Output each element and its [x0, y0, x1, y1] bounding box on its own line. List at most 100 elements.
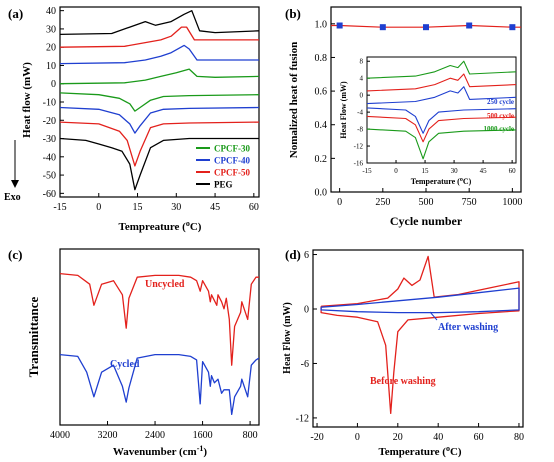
- panel-a-xtick-label: 0: [96, 202, 101, 213]
- panel-a-ytick-label: 30: [46, 24, 56, 35]
- panel-a-series-line: [60, 10, 259, 36]
- panel-d-xlabel-main: Temperature (: [378, 446, 446, 458]
- panel-c-ylabel: Transmittance: [26, 296, 41, 377]
- inset-series-line: [367, 115, 516, 143]
- panel-b-xtick-label: 750: [462, 197, 477, 208]
- panel-d-xtick-label: 20: [393, 432, 403, 443]
- panel-d-series-line: [320, 255, 520, 415]
- inset-series-line: [367, 60, 516, 79]
- panel-c-xtick-label: 4000: [50, 430, 70, 441]
- panel-b-axes: 0 250 500 750 1000 1.0 0.8 0.6 0.4 0.2 0.0: [315, 19, 523, 208]
- panel-a-xtick-label: 30: [171, 202, 181, 213]
- inset-axes: -15 0 15 30 45 60 8 4 0 -4 -8 -12 -16: [354, 58, 516, 175]
- legend-label: CPCF-40: [214, 156, 250, 166]
- panel-c-axes: 4000 3200 2400 1600 800: [50, 421, 258, 441]
- panel-b-ytick-label: 0.4: [315, 120, 328, 131]
- panel-c-series-line: [60, 272, 259, 366]
- inset-curve-label: 1000 cycle: [483, 125, 514, 133]
- panel-a-series: [60, 10, 259, 191]
- panel-d-ytick-label: -6: [301, 359, 309, 370]
- panel-a-legend: CPCF-30 CPCF-40 CPCF-50 PEG: [196, 144, 250, 190]
- panel-a-ytick-label: -60: [43, 189, 56, 200]
- inset-curve-label: 250 cycle: [487, 98, 514, 106]
- inset-xtick-label: 30: [451, 167, 459, 175]
- inset-xlabel: Temperature (oC): [411, 177, 472, 186]
- degree-symbol: o: [446, 444, 450, 453]
- panel-b-xtick-label: 500: [419, 197, 434, 208]
- panel-d-series: [320, 255, 520, 415]
- panel-c-xtick-label: 3200: [98, 430, 118, 441]
- inset-ytick-label: -12: [354, 142, 364, 150]
- panel-a-series-line: [60, 44, 259, 65]
- panel-d-curve-label: Before washing: [370, 376, 436, 387]
- panel-b-label: (b): [285, 6, 301, 21]
- panel-a-ytick-label: -50: [43, 171, 56, 182]
- panel-a-series-line: [60, 106, 259, 134]
- panel-c-xlabel-end: ): [203, 446, 207, 458]
- inset-series-line: [367, 128, 516, 160]
- panel-a-series-line: [60, 137, 259, 191]
- legend-label: CPCF-50: [214, 168, 250, 178]
- panel-a-xtick-label: 45: [210, 202, 220, 213]
- panel-b-ytick-label: 0.6: [315, 87, 328, 98]
- inset-xtick-label: 45: [480, 167, 488, 175]
- panel-a-xlabel: Tempreature (oC): [119, 219, 202, 233]
- inset-xlabel-main: Temperature (: [411, 177, 460, 186]
- exo-arrow-head: [11, 180, 19, 188]
- panel-d-ytick-label: 0: [304, 305, 309, 316]
- panel-d-xtick-label: -20: [310, 432, 323, 443]
- panel-d-xlabel-unit: C): [450, 446, 462, 458]
- panel-c-label: (c): [8, 247, 22, 262]
- inset-xtick-label: 60: [509, 167, 517, 175]
- panel-a-xlabel-main: Tempreature (: [119, 221, 187, 233]
- panel-c-labels: Uncycled Cycled: [110, 279, 185, 370]
- panel-c-xlabel-main: Wavenumber (cm: [113, 446, 197, 458]
- panel-a-series-line: [60, 68, 259, 85]
- panel-b-marker: [423, 24, 429, 31]
- inset-plot-frame: [366, 56, 517, 164]
- panel-c-plot-frame: [59, 248, 260, 426]
- panel-a-series-line: [60, 92, 259, 112]
- panel-d-pointer: [429, 311, 438, 321]
- inset-xtick-label: 15: [422, 167, 430, 175]
- panel-b-xtick-label: 0: [337, 197, 342, 208]
- panel-a-ytick-label: -20: [43, 116, 56, 127]
- inset-ytick-label: -4: [357, 109, 363, 117]
- inset-curve-labels: 250 cycle 500 cycle 1000 cycle: [483, 98, 514, 133]
- panel-a-ytick-label: -30: [43, 134, 56, 145]
- degree-symbol: o: [460, 177, 463, 183]
- panel-d-ytick-label: 6: [304, 250, 309, 261]
- inset-series-line: [367, 86, 516, 105]
- panel-c-xlabel-sup: -1: [197, 444, 204, 453]
- inset-ylabel: Heat Flow (mW): [339, 81, 348, 139]
- panel-b-xtick-label: 250: [375, 197, 390, 208]
- inset-ytick-label: 4: [360, 75, 364, 83]
- panel-a-xtick-label: 60: [249, 202, 259, 213]
- panel-d-ylabel: Heat Flow (mW): [282, 302, 293, 374]
- inset-ytick-label: 0: [360, 92, 364, 100]
- panel-b-marker: [509, 24, 516, 31]
- panel-a-ytick-label: -10: [43, 98, 56, 109]
- panel-a-series-line: [60, 121, 259, 167]
- degree-symbol: o: [186, 219, 190, 228]
- panel-a-ytick-label: 20: [46, 43, 56, 54]
- panel-c-xtick-label: 1600: [193, 430, 213, 441]
- panel-a-xlabel-unit: C): [190, 221, 202, 233]
- panel-b-ytick-label: 0.2: [315, 154, 328, 165]
- panel-a-ytick-label: 0: [51, 79, 56, 90]
- inset-series-line: [367, 73, 516, 92]
- panel-d-xtick-label: 0: [355, 432, 360, 443]
- legend-label: PEG: [214, 180, 233, 190]
- panel-a-ytick-label: 10: [46, 61, 56, 72]
- panel-a-ytick-label: -40: [43, 152, 56, 163]
- panel-c: (c) 4000 3200 2400 1600 800 Transmittance Wa…: [8, 247, 260, 458]
- inset-series: [367, 60, 516, 160]
- panel-a-label: (a): [8, 6, 23, 21]
- panel-d-xtick-label: 40: [433, 432, 443, 443]
- panel-c-curve-label: Cycled: [110, 359, 140, 370]
- panel-d-xtick-label: 60: [474, 432, 484, 443]
- inset-ytick-label: -16: [354, 159, 364, 167]
- panel-b-ytick-label: 0.8: [315, 53, 328, 64]
